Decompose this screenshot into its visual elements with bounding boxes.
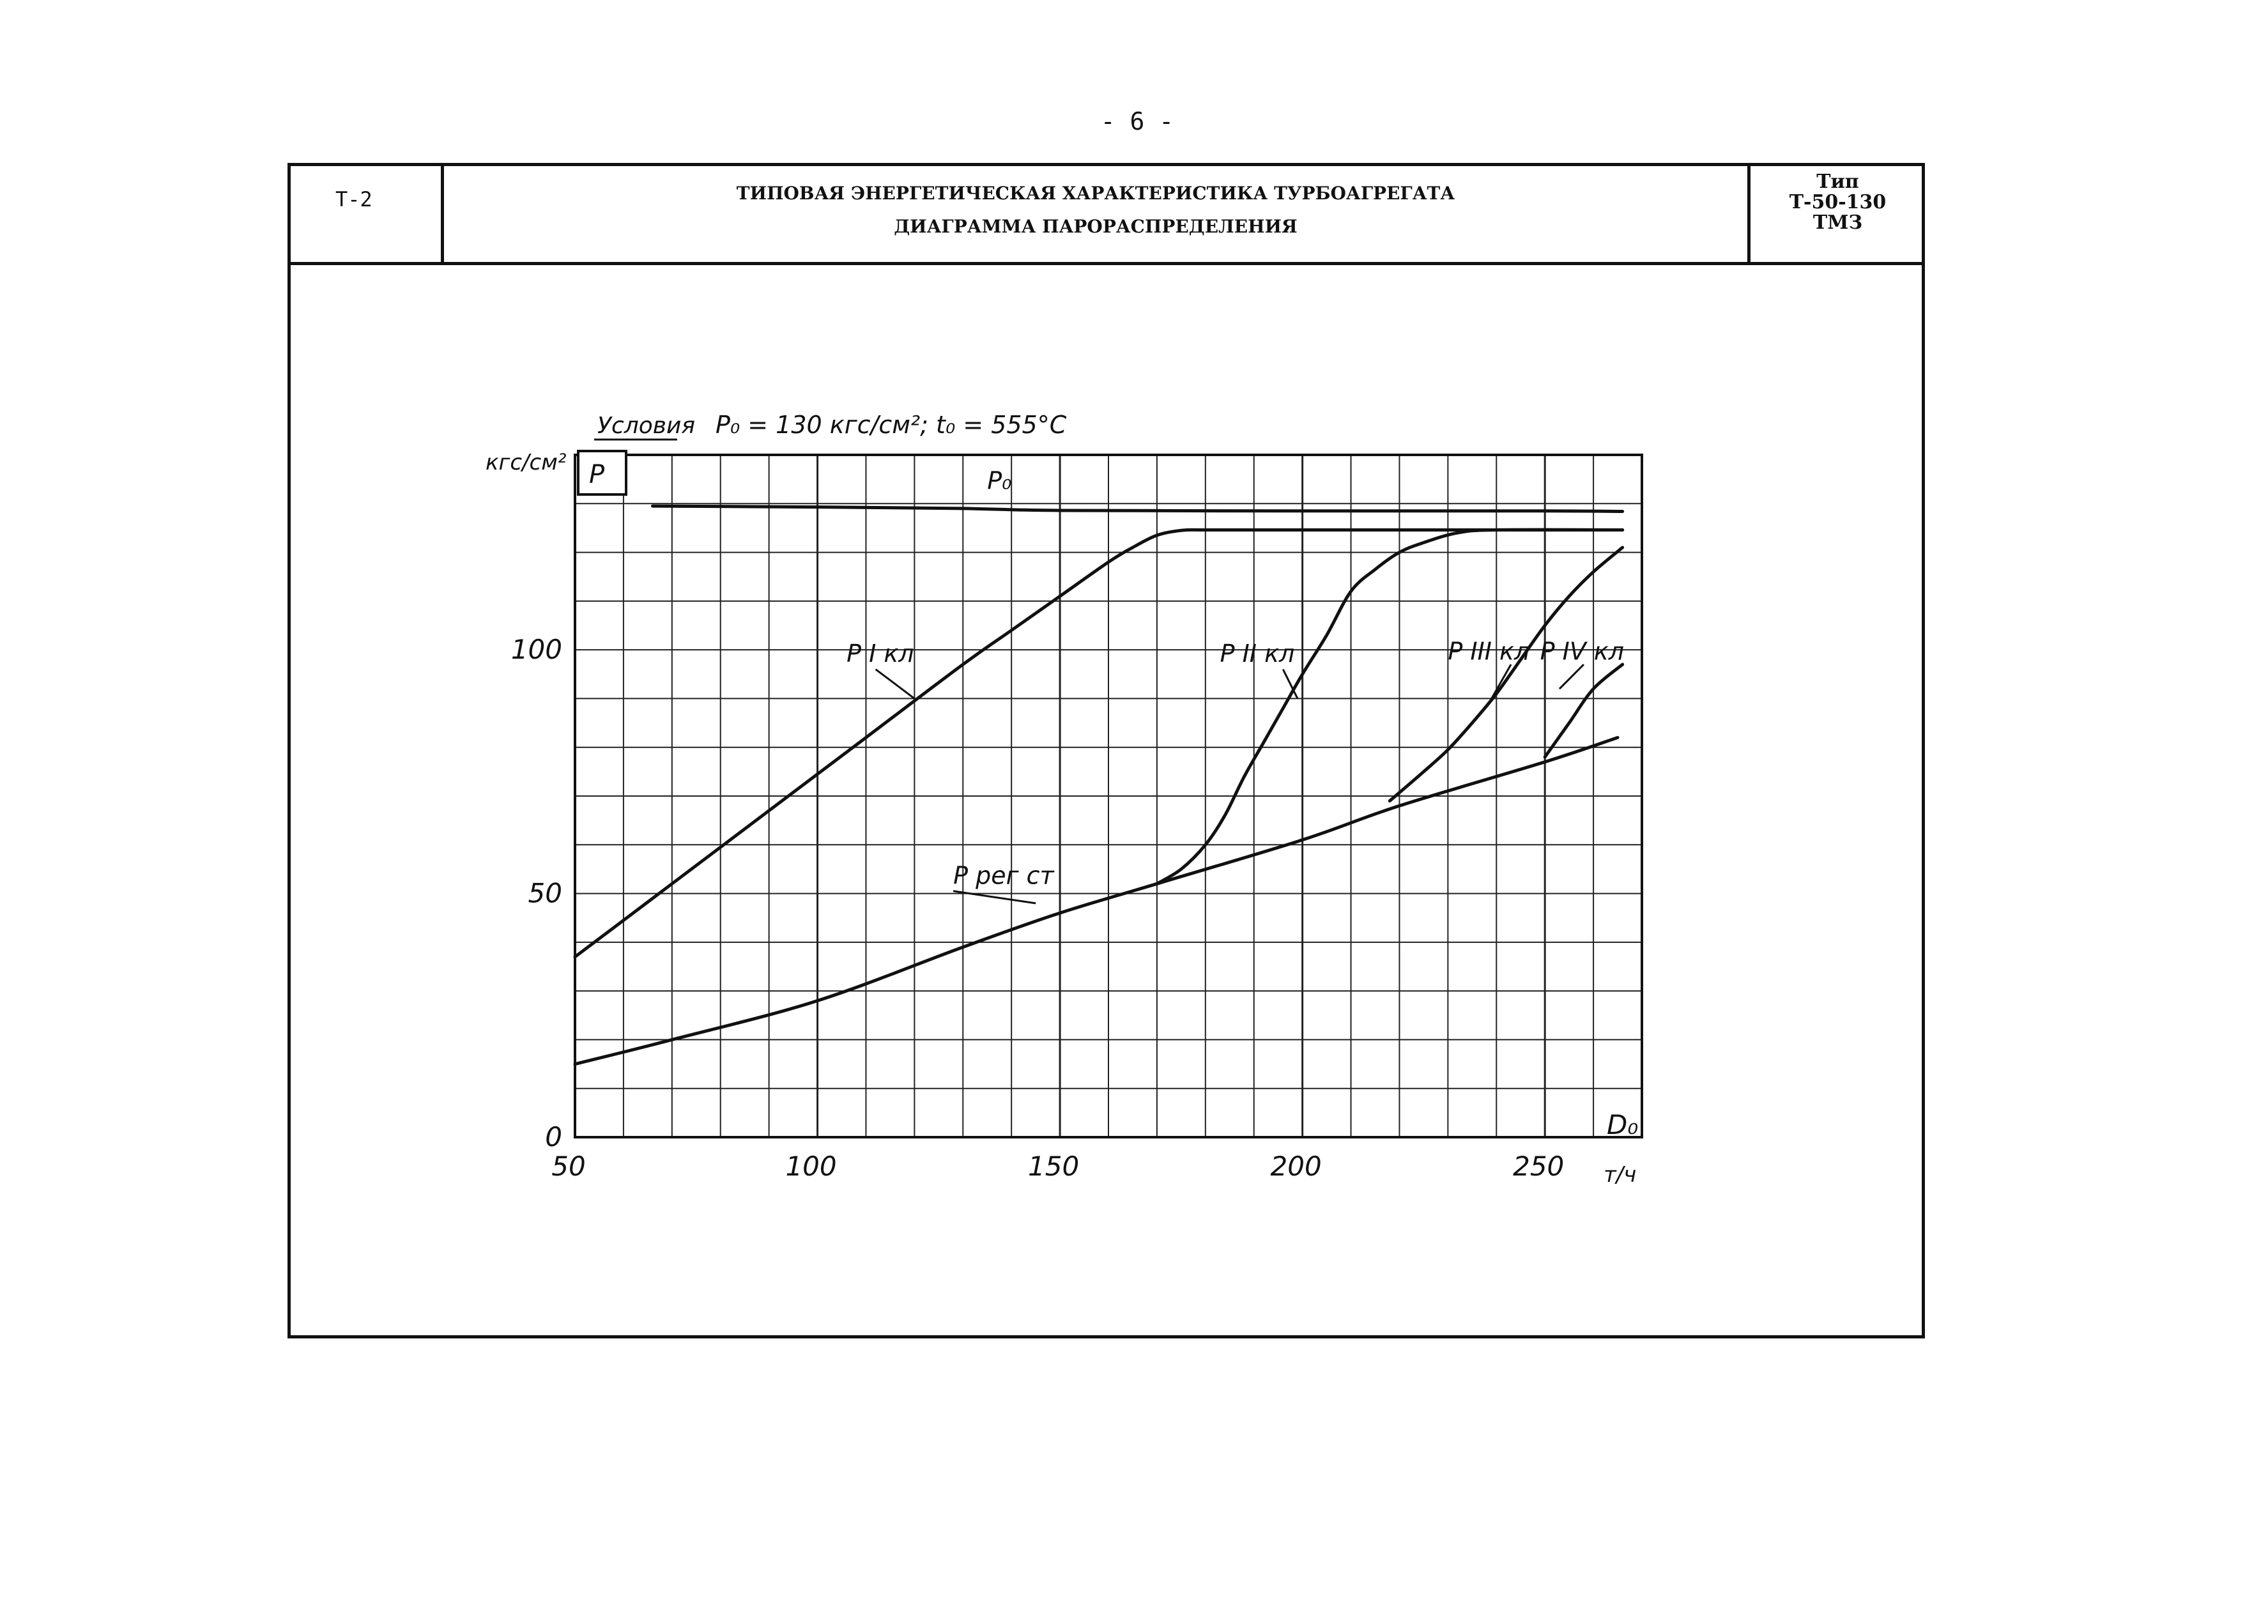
sheet-code: Т-2 xyxy=(287,163,444,262)
series-label: P IV кл xyxy=(1540,637,1625,665)
title-line-2: ДИАГРАММА ПАРОРАСПРЕДЕЛЕНИЯ xyxy=(894,216,1298,237)
series-label-leader xyxy=(875,668,916,700)
conditions-text: P₀ = 130 кгс/см²; t₀ = 555°C xyxy=(716,411,1067,439)
series-p4-valve-line xyxy=(1543,663,1625,759)
document-frame xyxy=(287,163,1925,1338)
chart-labels: Условия P₀ = 130 кгс/см²; t₀ = 555°C кгс… xyxy=(486,411,1638,1188)
chart-series xyxy=(573,504,1625,1066)
series-label-leader xyxy=(1282,668,1299,700)
page-number: - 6 - xyxy=(1100,107,1174,135)
title-line-1: ТИПОВАЯ ЭНЕРГЕТИЧЕСКАЯ ХАРАКТЕРИСТИКА ТУ… xyxy=(736,183,1455,204)
y-symbol-box xyxy=(577,450,627,496)
series-p3-valve-line xyxy=(1388,546,1625,803)
y-tick-label: 50 xyxy=(528,878,562,909)
turbine-type: Тип Т-50-130 ТМЗ xyxy=(1747,163,1925,262)
x-axis-symbol: D₀ xyxy=(1607,1109,1638,1140)
x-axis-unit: т/ч xyxy=(1604,1162,1636,1188)
x-tick-label: 100 xyxy=(785,1151,836,1182)
series-p2-valve-line xyxy=(1155,528,1625,885)
y-axis-symbol: P xyxy=(589,460,605,489)
series-label-leader xyxy=(1490,664,1512,700)
y-axis-unit: кгс/см² xyxy=(486,450,567,475)
x-tick-label: 150 xyxy=(1028,1151,1079,1182)
title-block: Т-2 ТИПОВАЯ ЭНЕРГЕТИЧЕСКАЯ ХАРАКТЕРИСТИК… xyxy=(287,163,1925,265)
series-label: P III кл xyxy=(1448,637,1529,665)
series-label: P рег ст xyxy=(953,861,1055,889)
series-p0-line xyxy=(650,504,1625,513)
series-label: P I кл xyxy=(847,640,914,668)
type-maker: ТМЗ xyxy=(1812,211,1863,234)
x-tick-label: 250 xyxy=(1513,1151,1564,1182)
series-labels: P₀ P I кл P II кл P III кл P IV кл P рег ст xyxy=(847,466,1625,905)
plot-border xyxy=(574,454,1643,1138)
series-p1-valve-line xyxy=(573,528,1625,959)
conditions-label: Условия xyxy=(597,413,695,439)
type-model: Т-50-130 xyxy=(1789,191,1887,213)
series-control-stage-line xyxy=(573,735,1620,1066)
type-label: Тип xyxy=(1816,171,1859,193)
series-label-leader xyxy=(953,890,1036,905)
y-tick-label: 100 xyxy=(511,634,562,665)
series-label: P₀ xyxy=(987,466,1011,494)
x-tick-label: 200 xyxy=(1271,1151,1322,1182)
document-title: ТИПОВАЯ ЭНЕРГЕТИЧЕСКАЯ ХАРАКТЕРИСТИКА ТУ… xyxy=(444,163,1747,262)
chart-plot-frame xyxy=(574,454,1643,1138)
chart-grid xyxy=(574,454,1643,1138)
y-tick-label: 0 xyxy=(545,1121,562,1153)
series-label-leader xyxy=(1558,663,1584,690)
series-label: P II кл xyxy=(1220,640,1295,668)
x-tick-label: 50 xyxy=(551,1151,585,1182)
